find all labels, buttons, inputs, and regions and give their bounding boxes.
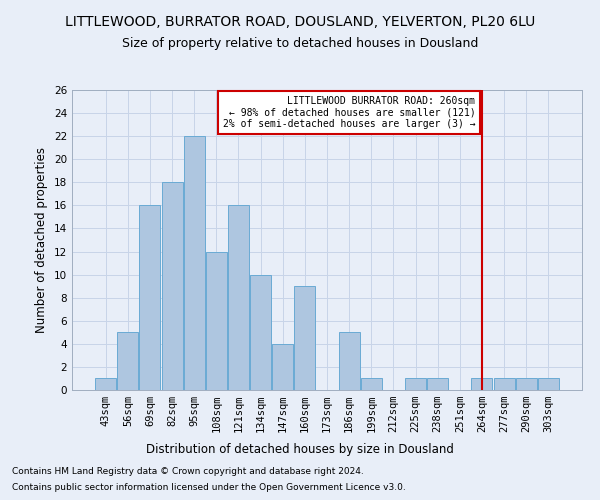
Bar xyxy=(161,182,182,390)
Bar xyxy=(515,378,536,390)
Text: Contains public sector information licensed under the Open Government Licence v3: Contains public sector information licen… xyxy=(12,484,406,492)
Y-axis label: Number of detached properties: Number of detached properties xyxy=(35,147,49,333)
Bar xyxy=(472,378,493,390)
Bar xyxy=(184,136,205,390)
Bar xyxy=(139,206,160,390)
Bar xyxy=(338,332,359,390)
Text: Size of property relative to detached houses in Dousland: Size of property relative to detached ho… xyxy=(122,38,478,51)
Bar xyxy=(118,332,139,390)
Bar xyxy=(361,378,382,390)
Text: LITTLEWOOD BURRATOR ROAD: 260sqm
← 98% of detached houses are smaller (121)
2% o: LITTLEWOOD BURRATOR ROAD: 260sqm ← 98% o… xyxy=(223,96,475,129)
Bar xyxy=(295,286,316,390)
Bar xyxy=(427,378,448,390)
Bar xyxy=(494,378,515,390)
Text: Distribution of detached houses by size in Dousland: Distribution of detached houses by size … xyxy=(146,442,454,456)
Text: Contains HM Land Registry data © Crown copyright and database right 2024.: Contains HM Land Registry data © Crown c… xyxy=(12,467,364,476)
Bar xyxy=(272,344,293,390)
Text: LITTLEWOOD, BURRATOR ROAD, DOUSLAND, YELVERTON, PL20 6LU: LITTLEWOOD, BURRATOR ROAD, DOUSLAND, YEL… xyxy=(65,15,535,29)
Bar xyxy=(228,206,249,390)
Bar xyxy=(250,274,271,390)
Bar xyxy=(538,378,559,390)
Bar xyxy=(405,378,426,390)
Bar xyxy=(206,252,227,390)
Bar xyxy=(95,378,116,390)
